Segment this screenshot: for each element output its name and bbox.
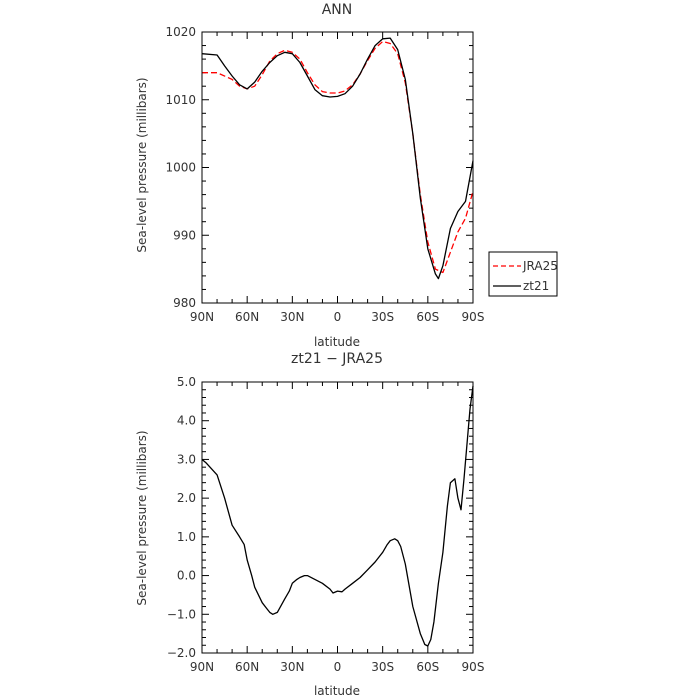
bottom-y-tick-label: 3.0 (177, 452, 196, 466)
legend-label-jra25: JRA25 (522, 259, 558, 273)
top-x-tick-label: 0 (334, 310, 342, 324)
top-x-tick-label: 30S (371, 310, 394, 324)
bottom-y-tick-label: −2.0 (167, 646, 196, 660)
bottom-y-tick-label: 0.0 (177, 569, 196, 583)
bottom-y-tick-label: 1.0 (177, 530, 196, 544)
top-plot-frame (201, 31, 474, 304)
bottom-y-tick-label: 5.0 (177, 375, 196, 389)
bottom-y-tick-label: 2.0 (177, 491, 196, 505)
bottom-x-axis-label: latitude (314, 684, 360, 698)
bottom-x-tick-label: 60S (416, 660, 439, 674)
legend-box (488, 251, 558, 297)
bottom-panel: zt21 − JRA25 Sea-level pressure (milliba… (135, 351, 484, 698)
top-x-tick-label: 90S (462, 310, 485, 324)
bottom-y-tick-label: 4.0 (177, 414, 196, 428)
bottom-tick-marks (201, 381, 474, 654)
top-y-tick-label: 1000 (165, 161, 196, 175)
top-y-tick-label: 990 (173, 228, 196, 242)
bottom-x-tick-label: 60N (235, 660, 259, 674)
top-x-tick-label: 60N (235, 310, 259, 324)
bottom-tick-labels: 90N 60N 30N 0 30S 60S 90S −2.0 −1.0 0.0 1.0 2.0 3.0 4… (167, 375, 485, 674)
top-series-line-jra25 (202, 40, 474, 274)
legend-label-zt21: zt21 (523, 279, 549, 293)
legend: JRA25 zt21 (488, 251, 558, 297)
top-y-tick-label: 1010 (165, 93, 196, 107)
top-x-tick-label: 90N (190, 310, 214, 324)
top-tick-labels: 90N 60N 30N 0 30S 60S 90S 980 990 1000 1010 1020 (165, 25, 484, 324)
bottom-y-axis-label: Sea-level pressure (millibars) (135, 430, 149, 605)
top-x-tick-label: 60S (416, 310, 439, 324)
top-x-axis-label: latitude (314, 335, 360, 349)
bottom-x-tick-label: 0 (334, 660, 342, 674)
bottom-chart-title: zt21 − JRA25 (291, 351, 383, 367)
top-chart-title: ANN (322, 2, 353, 18)
bottom-x-tick-label: 90N (190, 660, 214, 674)
bottom-y-tick-label: −1.0 (167, 607, 196, 621)
top-y-axis-label: Sea-level pressure (millibars) (135, 77, 149, 252)
top-y-tick-label: 1020 (165, 25, 196, 39)
top-x-tick-label: 30N (280, 310, 304, 324)
bottom-x-tick-label: 90S (462, 660, 485, 674)
top-series-lines (201, 37, 474, 280)
bottom-x-tick-label: 30N (280, 660, 304, 674)
bottom-series-lines (201, 385, 474, 647)
top-y-tick-label: 980 (173, 296, 196, 310)
bottom-x-tick-label: 30S (371, 660, 394, 674)
top-panel: ANN Sea-level pressure (millibars) latit… (135, 2, 484, 349)
top-series-line-zt21 (201, 37, 474, 280)
bottom-plot-frame (201, 381, 474, 654)
bottom-series-line-0 (201, 385, 474, 647)
